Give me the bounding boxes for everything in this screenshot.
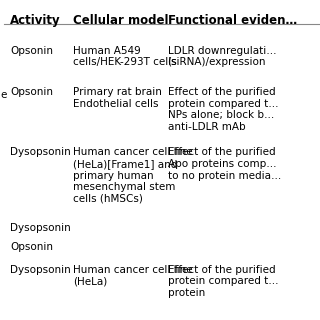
Text: Primary rat brain
Endothelial cells: Primary rat brain Endothelial cells: [73, 87, 162, 108]
Text: Human A549
cells/HEK-293T cells: Human A549 cells/HEK-293T cells: [73, 46, 177, 68]
Text: Opsonin: Opsonin: [10, 87, 53, 97]
Text: Dysopsonin: Dysopsonin: [10, 265, 71, 275]
Text: LDLR downregulati…
(siRNA)/expression: LDLR downregulati… (siRNA)/expression: [168, 46, 276, 68]
Text: Activity: Activity: [10, 14, 61, 27]
Text: Opsonin: Opsonin: [10, 243, 53, 252]
Text: Functional eviden…: Functional eviden…: [168, 14, 297, 27]
Text: Human cancer cell line
(HeLa)[Frame1] and
primary human
mesenchymal stem
cells (: Human cancer cell line (HeLa)[Frame1] an…: [73, 147, 193, 204]
Text: Dysopsonin: Dysopsonin: [10, 223, 71, 234]
Text: Opsonin: Opsonin: [10, 46, 53, 56]
Text: Effect of the purified
Apo proteins comp…
to no protein media…: Effect of the purified Apo proteins comp…: [168, 147, 281, 180]
Text: Human cancer cell line
(HeLa): Human cancer cell line (HeLa): [73, 265, 193, 286]
Text: Dysopsonin: Dysopsonin: [10, 147, 71, 157]
Text: e: e: [1, 90, 7, 100]
Text: Effect of the purified
protein compared t…
protein: Effect of the purified protein compared …: [168, 265, 278, 298]
Text: Effect of the purified
protein compared t…
NPs alone; block b…
anti-LDLR mAb: Effect of the purified protein compared …: [168, 87, 278, 132]
Text: Cellular model: Cellular model: [73, 14, 169, 27]
